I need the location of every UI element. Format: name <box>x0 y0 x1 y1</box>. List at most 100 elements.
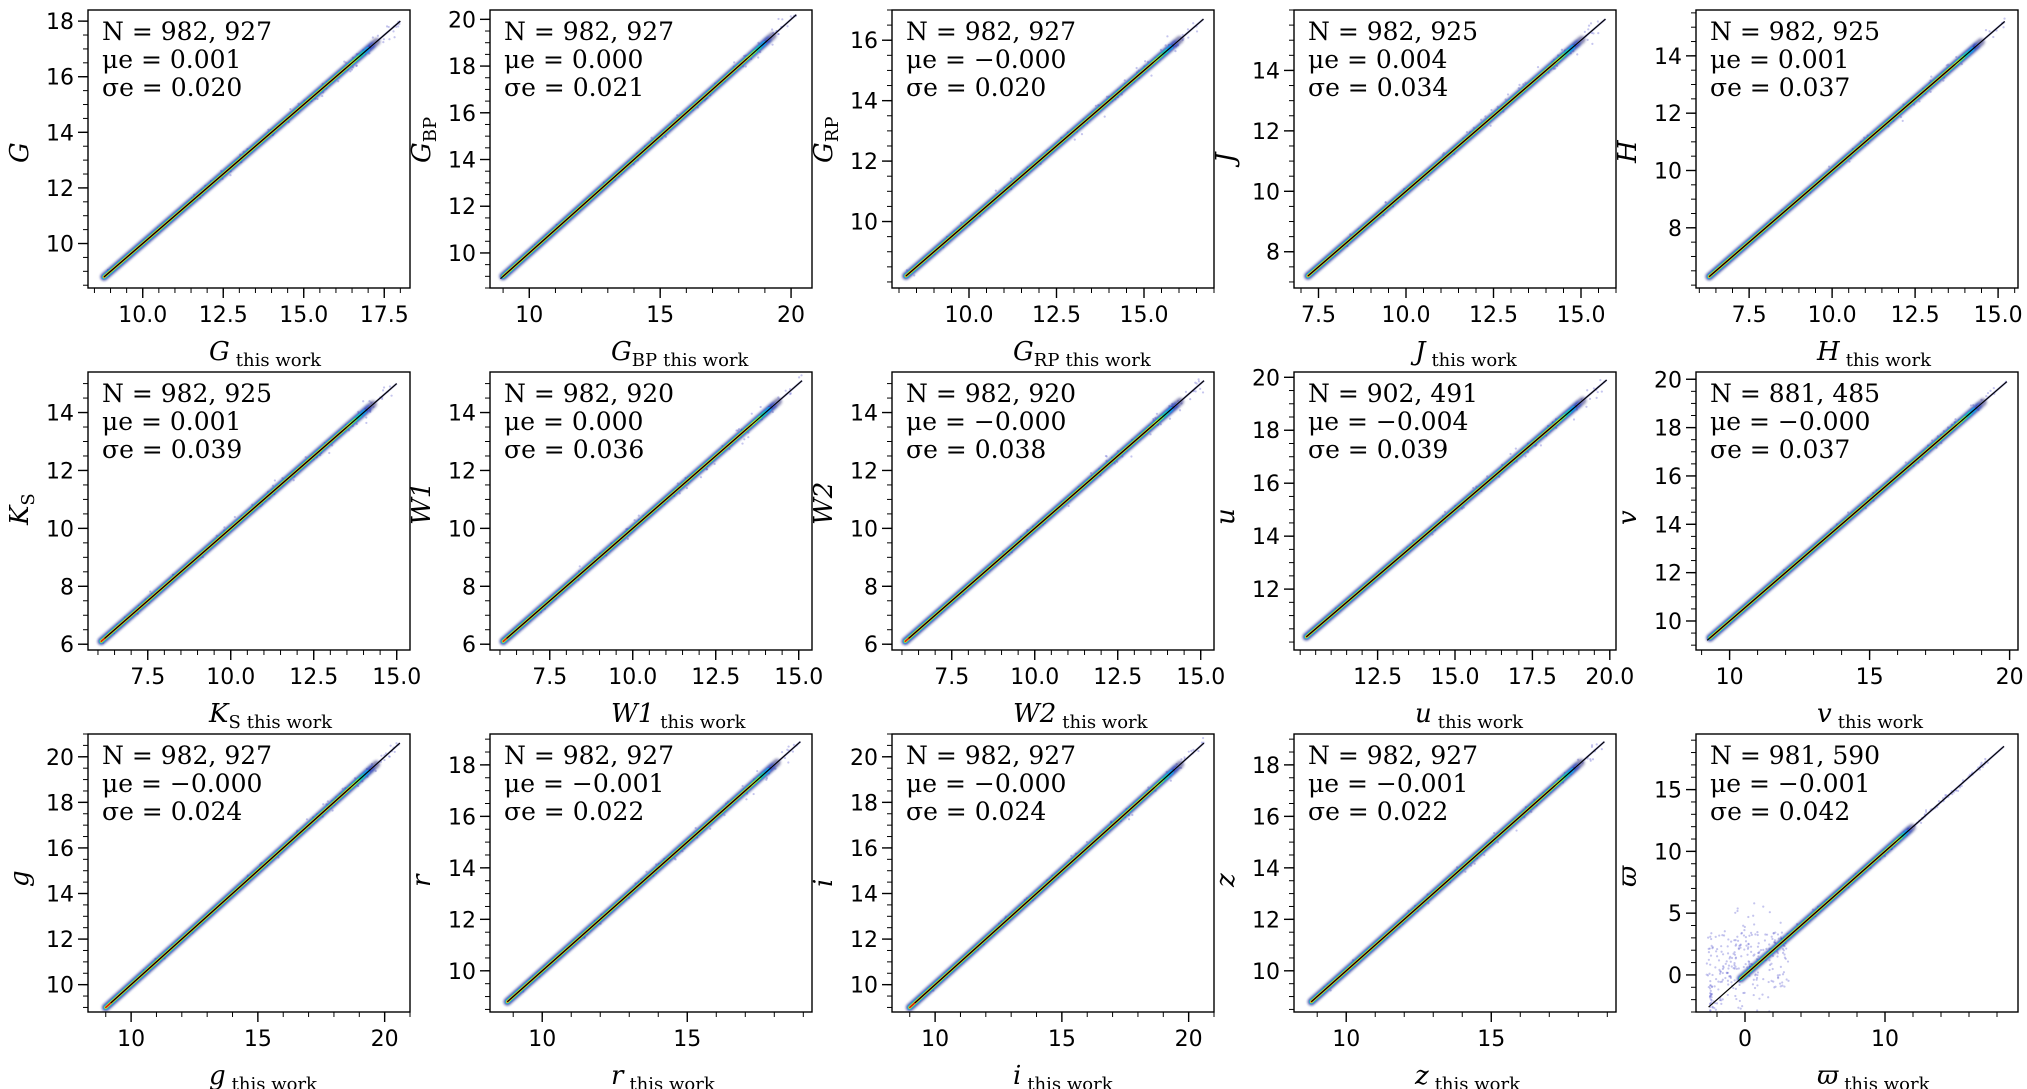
outlier-point <box>1155 412 1159 415</box>
outlier-point <box>1720 945 1723 948</box>
stat-mean-error: μe = 0.000 <box>504 45 643 74</box>
outlier-point <box>1131 813 1134 817</box>
outlier-point <box>389 744 392 747</box>
outlier-point <box>1127 818 1131 821</box>
outlier-point <box>1708 996 1712 999</box>
outlier-point <box>1726 993 1729 997</box>
outlier-point <box>797 376 801 379</box>
identity-line <box>104 383 398 639</box>
outlier-point <box>1749 945 1753 948</box>
x-tick-label: 10 <box>1871 1027 1899 1052</box>
outlier-point <box>1596 20 1599 23</box>
outlier-point <box>1765 947 1768 950</box>
x-tick-label: 10 <box>921 1027 949 1052</box>
outlier-point <box>1706 974 1710 977</box>
y-tick-label: 20 <box>850 746 878 771</box>
outlier-point <box>1472 486 1475 490</box>
outlier-point <box>1201 391 1205 394</box>
outlier-point <box>1755 978 1758 981</box>
stat-count: N = 982, 927 <box>906 17 1076 46</box>
x-tick-label: 7.5 <box>1301 303 1336 328</box>
y-tick-label: 0 <box>1668 964 1682 989</box>
y-tick-label: 12 <box>1252 578 1280 603</box>
outlier-point <box>273 479 276 482</box>
outlier-point <box>1705 973 1708 976</box>
outlier-point <box>1770 935 1773 938</box>
outlier-point <box>1781 984 1784 987</box>
outlier-point <box>1187 750 1190 753</box>
y-tick-label: 10 <box>850 517 878 542</box>
outlier-point <box>1827 165 1831 168</box>
outlier-point <box>1710 996 1713 999</box>
outlier-point <box>1732 952 1735 955</box>
stat-mean-error: μe = −0.000 <box>906 769 1066 798</box>
outlier-point <box>791 750 795 753</box>
outlier-point <box>1924 809 1928 812</box>
outlier-point <box>1989 389 1992 392</box>
scatter-density <box>1302 379 1608 641</box>
y-tick-label: 12 <box>1252 908 1280 933</box>
stat-mean-error: μe = −0.000 <box>906 407 1066 436</box>
y-tick-label: 18 <box>448 754 476 779</box>
y-tick-label: 16 <box>1252 805 1280 830</box>
outlier-point <box>1709 992 1712 995</box>
y-axis-label: i <box>809 879 839 887</box>
panel-12: 10 15 10 12 14 16 18 r this work r N = 982, 927μe … <box>407 733 813 1089</box>
y-tick-label: 18 <box>850 791 878 816</box>
outlier-point <box>1753 923 1756 926</box>
y-tick-label: 10 <box>1654 840 1682 865</box>
y-axis-label: ϖ <box>1613 865 1643 887</box>
y-tick-label: 20 <box>1654 368 1682 393</box>
outlier-point <box>1707 958 1710 961</box>
outlier-point <box>1763 939 1767 942</box>
outlier-point <box>321 94 324 98</box>
stat-mean-error: μe = −0.000 <box>1710 407 1870 436</box>
outlier-point <box>355 64 358 67</box>
outlier-point <box>393 750 396 754</box>
outlier-point <box>1774 931 1777 934</box>
outlier-point <box>381 397 384 401</box>
outlier-point <box>376 34 380 37</box>
outlier-point <box>735 429 738 432</box>
outlier-point <box>1709 954 1713 957</box>
outlier-point <box>1767 980 1770 984</box>
outlier-point <box>1783 953 1786 956</box>
outlier-point <box>1728 1035 1730 1037</box>
outlier-point <box>1590 745 1594 748</box>
outlier-point <box>1734 911 1737 914</box>
y-tick-label: 8 <box>60 575 74 600</box>
x-tick-label: 10.0 <box>1010 665 1059 690</box>
y-tick-label: 10 <box>850 211 878 236</box>
outlier-point <box>694 826 697 830</box>
outlier-point <box>1718 934 1721 937</box>
outlier-point <box>1714 966 1717 969</box>
outlier-point <box>1756 973 1759 977</box>
outlier-point <box>1779 985 1782 988</box>
outlier-point <box>1783 956 1787 959</box>
outlier-point <box>1786 960 1790 963</box>
y-axis-label: GRP <box>809 117 843 163</box>
outlier-point <box>1773 939 1777 942</box>
outlier-point <box>1772 932 1775 935</box>
outlier-point <box>1714 978 1718 981</box>
y-tick-label: 12 <box>46 928 74 953</box>
x-tick-label: 12.5 <box>1093 665 1142 690</box>
outlier-point <box>1764 933 1767 936</box>
outlier-point <box>388 38 391 41</box>
y-tick-label: 8 <box>1668 217 1682 242</box>
y-tick-label: 10 <box>448 242 476 267</box>
scatter-density <box>1307 740 1606 1006</box>
outlier-point <box>1722 966 1725 969</box>
x-tick-label: 15 <box>673 1027 701 1052</box>
outlier-point <box>1554 67 1557 70</box>
y-tick-label: 12 <box>1654 102 1682 127</box>
y-tick-label: 10 <box>850 974 878 999</box>
outlier-point <box>1183 756 1186 759</box>
scatter-density <box>503 740 802 1006</box>
stat-mean-error: μe = −0.001 <box>1308 769 1468 798</box>
outlier-point <box>1587 28 1590 31</box>
outlier-point <box>723 814 726 817</box>
outlier-point <box>1731 1033 1733 1035</box>
outlier-point <box>756 769 759 773</box>
outlier-point <box>1194 390 1197 393</box>
